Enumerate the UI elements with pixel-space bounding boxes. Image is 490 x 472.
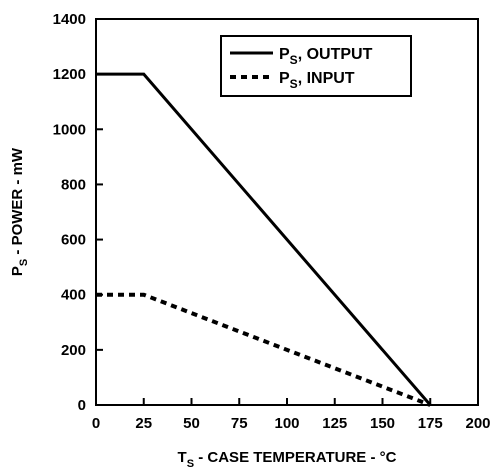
x-tick-label: 175 [418,415,443,432]
y-tick-label: 1000 [53,121,86,138]
y-axis-label-rest: - POWER - mW [9,147,26,259]
x-axis-label-rest: - CASE TEMPERATURE - °C [194,449,397,466]
legend-label-output: PS, OUTPUT [279,46,373,67]
x-axis-label-subscript: S [187,458,194,470]
series-layer [96,72,432,407]
series-line-input [96,292,431,407]
x-tick-label: 125 [322,415,347,432]
x-axis-label-main: T [178,449,187,466]
legend: PS, OUTPUT PS, INPUT [220,35,412,97]
y-tick-label: 0 [78,397,86,414]
legend-label-input: PS, INPUT [279,70,355,91]
plot-area [95,18,479,406]
x-tick-label: 50 [183,415,200,432]
x-tick-label: 150 [370,415,395,432]
y-axis-label: PS - POWER - mW [9,147,30,276]
y-tick-label: 600 [61,232,86,249]
x-tick-label: 100 [274,415,299,432]
y-axis-label-subscript: S [18,259,30,266]
y-tick-label: 1400 [53,11,86,28]
x-tick-label: 75 [231,415,248,432]
y-tick-label: 1200 [53,66,86,83]
x-tick-label: 200 [465,415,490,432]
y-tick-label: 800 [61,176,86,193]
series-line-output [96,72,432,406]
y-tick-label: 200 [61,342,86,359]
legend-box [220,35,412,97]
y-axis-label-main: P [9,266,26,276]
y-tick-label: 400 [61,287,86,304]
x-axis-label: TS - CASE TEMPERATURE - °C [178,449,397,470]
x-tick-label: 0 [92,415,100,432]
x-tick-label: 25 [135,415,152,432]
x-axis-ticks: 0 25 50 75 100 125 150 175 200 [92,398,490,432]
